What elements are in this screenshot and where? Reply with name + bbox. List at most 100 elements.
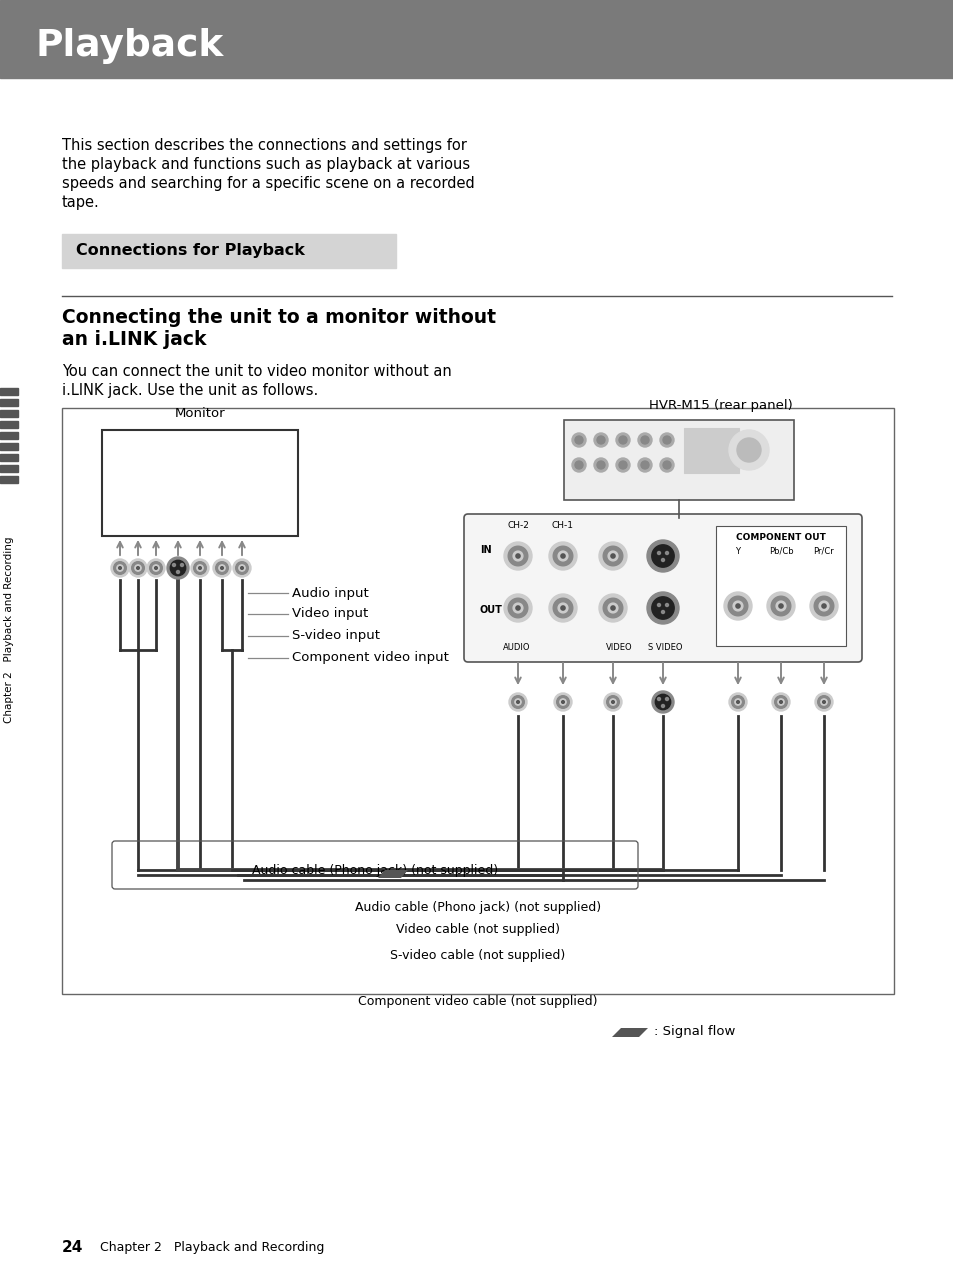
- Circle shape: [575, 436, 582, 445]
- Circle shape: [218, 564, 225, 571]
- Circle shape: [771, 693, 789, 711]
- Circle shape: [503, 594, 532, 622]
- Circle shape: [503, 541, 532, 569]
- Circle shape: [610, 554, 615, 558]
- Circle shape: [553, 599, 572, 618]
- Circle shape: [235, 562, 248, 575]
- Circle shape: [111, 559, 129, 577]
- Text: IN: IN: [479, 545, 491, 555]
- Text: CH-1: CH-1: [552, 521, 574, 530]
- Circle shape: [118, 567, 121, 569]
- Circle shape: [132, 562, 144, 575]
- Circle shape: [240, 567, 243, 569]
- Circle shape: [657, 697, 659, 701]
- Circle shape: [602, 599, 622, 618]
- Circle shape: [618, 436, 626, 445]
- Text: Audio cable (Phono jack) (not supplied): Audio cable (Phono jack) (not supplied): [355, 901, 600, 913]
- Text: AUDIO: AUDIO: [502, 643, 530, 652]
- Text: tape.: tape.: [62, 195, 100, 210]
- Circle shape: [598, 541, 626, 569]
- Text: Monitor: Monitor: [174, 406, 225, 420]
- Circle shape: [191, 559, 209, 577]
- Circle shape: [167, 557, 189, 578]
- Circle shape: [129, 559, 147, 577]
- Circle shape: [665, 604, 668, 606]
- Circle shape: [607, 603, 618, 613]
- Text: OUT: OUT: [479, 605, 502, 615]
- Circle shape: [727, 596, 747, 615]
- Circle shape: [548, 594, 577, 622]
- Circle shape: [198, 567, 201, 569]
- Text: Pb/Cb: Pb/Cb: [768, 547, 793, 555]
- Circle shape: [651, 596, 674, 619]
- Circle shape: [233, 559, 251, 577]
- Text: an i.LINK jack: an i.LINK jack: [62, 330, 206, 349]
- Circle shape: [516, 606, 519, 610]
- Text: 24: 24: [62, 1241, 83, 1255]
- Circle shape: [603, 693, 621, 711]
- Circle shape: [821, 701, 824, 703]
- Circle shape: [548, 541, 577, 569]
- Bar: [0, 389, 18, 395]
- Circle shape: [766, 592, 794, 620]
- Circle shape: [559, 699, 565, 705]
- Circle shape: [640, 461, 648, 469]
- Circle shape: [651, 545, 674, 567]
- Text: HVR-M15 (rear panel): HVR-M15 (rear panel): [648, 399, 792, 412]
- Bar: [0, 432, 18, 440]
- Bar: [563, 420, 793, 499]
- Bar: [0, 465, 18, 471]
- Circle shape: [553, 547, 572, 566]
- Bar: [62, 234, 395, 268]
- Circle shape: [597, 436, 604, 445]
- Circle shape: [820, 699, 826, 705]
- Circle shape: [176, 571, 179, 573]
- Bar: [0, 420, 18, 428]
- Circle shape: [611, 701, 614, 703]
- Circle shape: [665, 552, 668, 554]
- Text: Chapter 2   Playback and Recording: Chapter 2 Playback and Recording: [100, 1241, 324, 1255]
- Circle shape: [215, 562, 228, 575]
- Circle shape: [558, 603, 567, 613]
- Circle shape: [646, 592, 679, 624]
- Circle shape: [651, 691, 673, 713]
- Bar: [716, 526, 845, 646]
- Circle shape: [116, 564, 123, 571]
- Circle shape: [516, 554, 519, 558]
- Bar: [0, 454, 18, 461]
- Text: You can connect the unit to video monitor without an: You can connect the unit to video monito…: [62, 364, 452, 378]
- Text: Connections for Playback: Connections for Playback: [76, 243, 305, 259]
- Circle shape: [572, 457, 585, 471]
- Circle shape: [509, 693, 526, 711]
- Text: Video input: Video input: [292, 608, 368, 620]
- Circle shape: [597, 461, 604, 469]
- Circle shape: [517, 701, 518, 703]
- Circle shape: [638, 457, 651, 471]
- Bar: [0, 0, 953, 78]
- Text: Video cable (not supplied): Video cable (not supplied): [395, 924, 559, 936]
- Circle shape: [607, 552, 618, 561]
- Circle shape: [646, 540, 679, 572]
- Text: S-video cable (not supplied): S-video cable (not supplied): [390, 949, 565, 962]
- Circle shape: [515, 699, 520, 705]
- Circle shape: [723, 592, 751, 620]
- Circle shape: [508, 599, 527, 618]
- FancyBboxPatch shape: [463, 513, 862, 662]
- Circle shape: [513, 552, 522, 561]
- Circle shape: [193, 562, 206, 575]
- Circle shape: [638, 433, 651, 447]
- Circle shape: [655, 694, 670, 710]
- Circle shape: [777, 699, 783, 705]
- Circle shape: [561, 701, 564, 703]
- Circle shape: [602, 547, 622, 566]
- Circle shape: [606, 696, 618, 708]
- Circle shape: [779, 701, 781, 703]
- Circle shape: [736, 701, 739, 703]
- Circle shape: [560, 554, 564, 558]
- Circle shape: [598, 594, 626, 622]
- Text: S VIDEO: S VIDEO: [647, 643, 681, 652]
- Circle shape: [814, 693, 832, 711]
- Text: Playback: Playback: [36, 28, 224, 64]
- Circle shape: [821, 604, 825, 608]
- Circle shape: [113, 562, 126, 575]
